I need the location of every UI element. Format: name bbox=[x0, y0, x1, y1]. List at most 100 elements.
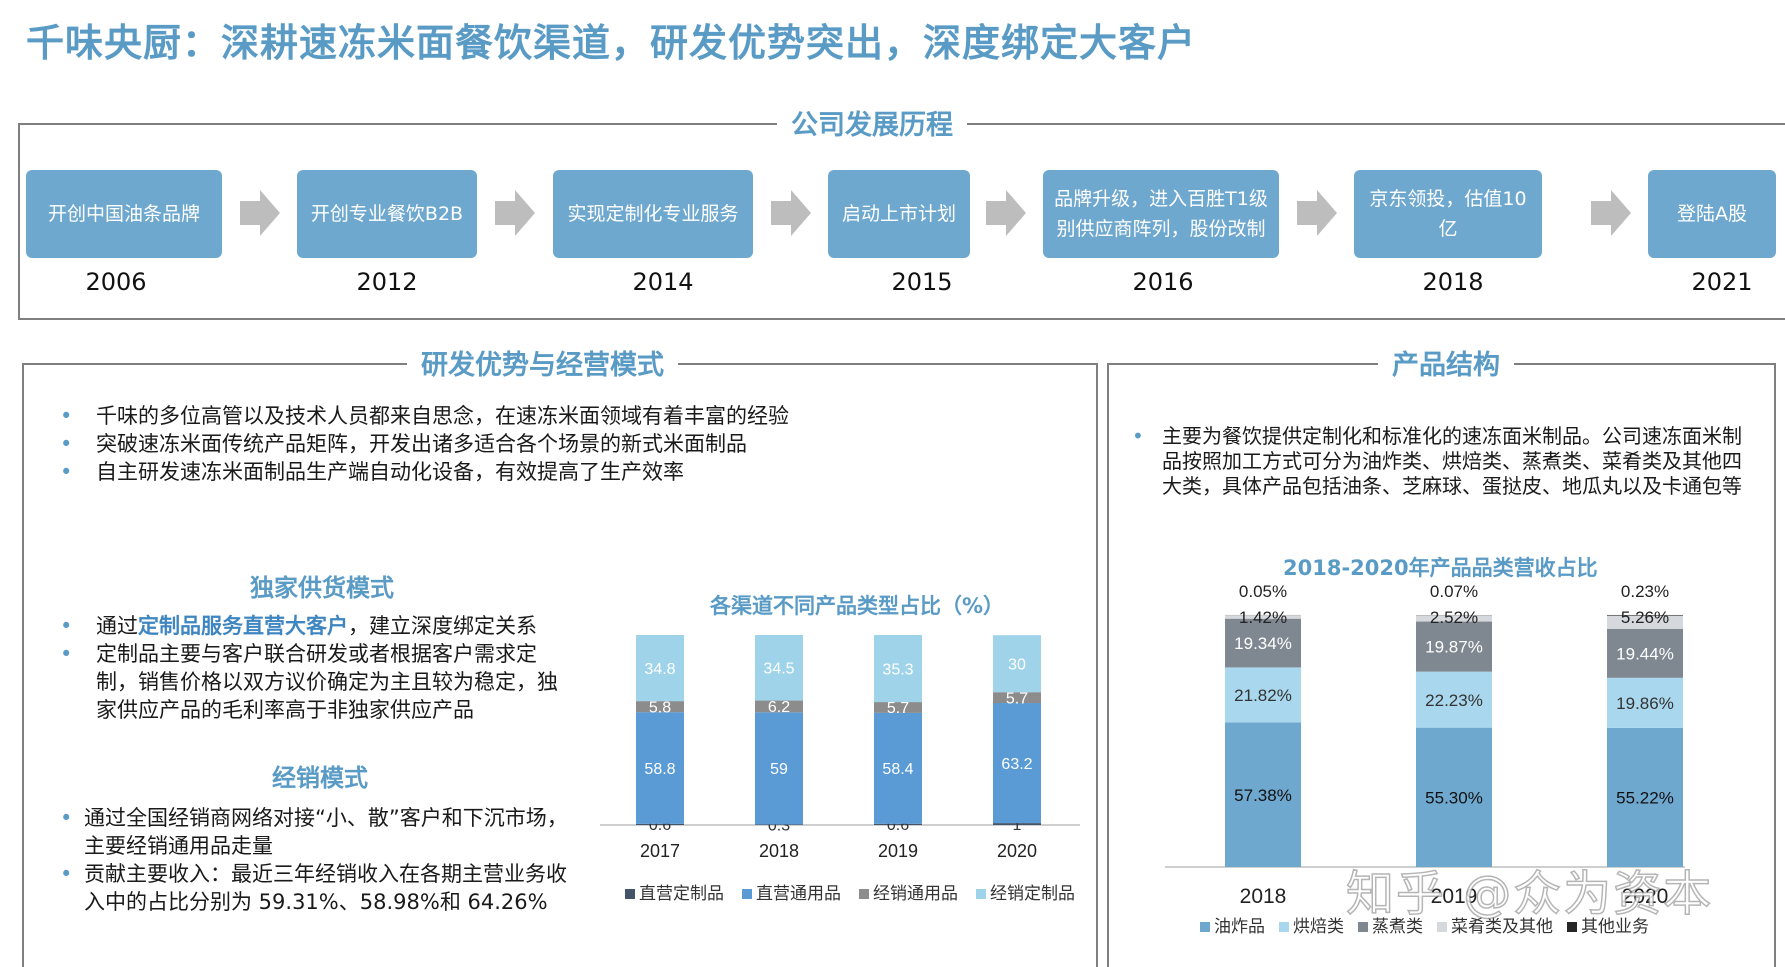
bar-segment bbox=[636, 712, 684, 824]
data-label: 19.44% bbox=[1616, 644, 1674, 663]
bar-segment bbox=[1607, 727, 1683, 867]
data-label: 22.23% bbox=[1425, 691, 1483, 710]
legend-label: 蒸煮类 bbox=[1372, 917, 1423, 937]
legend-label: 烘焙类 bbox=[1293, 917, 1344, 937]
legend-label: 经销通用品 bbox=[873, 884, 958, 904]
arrow-right-icon bbox=[1297, 190, 1337, 236]
bar-segment bbox=[1225, 615, 1301, 619]
legend-item: 经销通用品 bbox=[859, 879, 958, 904]
arrow-right-icon bbox=[240, 190, 280, 236]
data-label: 21.82% bbox=[1234, 686, 1292, 705]
bar-segment bbox=[1607, 614, 1683, 616]
category-chart: 57.38% 21.82% 19.34% 1.42% 0.05% 2018 55.30% 22… bbox=[1165, 582, 1685, 908]
bar-segment bbox=[874, 635, 922, 703]
timeline-box-2018: 京东领投，估值10亿 bbox=[1354, 170, 1542, 258]
bar-segment bbox=[993, 823, 1041, 825]
category-chart-legend: 油炸品 烘焙类 蒸煮类 菜肴类及其他 其他业务 bbox=[1200, 912, 1649, 937]
legend-item: 其他业务 bbox=[1567, 912, 1649, 937]
distribution-heading: 经销模式 bbox=[272, 764, 368, 792]
watermark: 知乎 @众为资本 bbox=[1345, 865, 1714, 923]
bar-segment bbox=[755, 712, 803, 825]
bar-segment bbox=[1416, 727, 1492, 867]
timeline-box-2012: 开创专业餐饮B2B bbox=[297, 170, 477, 258]
data-label: 19.34% bbox=[1234, 634, 1292, 653]
bar-segment bbox=[1416, 621, 1492, 672]
data-label: 1 bbox=[1013, 817, 1022, 834]
data-label: 30 bbox=[1008, 656, 1026, 673]
bar-segment bbox=[636, 823, 684, 825]
bar-segment bbox=[1607, 677, 1683, 728]
legend-item: 直营定制品 bbox=[625, 879, 724, 904]
bar-segment bbox=[1416, 615, 1492, 622]
bar-segment bbox=[874, 712, 922, 824]
legend-swatch bbox=[625, 889, 635, 899]
arrow-right-icon bbox=[495, 190, 535, 236]
data-label: 55.22% bbox=[1616, 789, 1674, 808]
data-label: 5.7 bbox=[887, 700, 909, 717]
bar-segment bbox=[1607, 628, 1683, 678]
channel-chart-legend: 直营定制品 直营通用品 经销通用品 经销定制品 bbox=[625, 879, 1075, 904]
timeline-year-2015: 2015 bbox=[891, 268, 953, 296]
channel-chart: 0.658.85.834.820170.3596.234.520180.658.… bbox=[600, 635, 1080, 861]
arrow-right-icon bbox=[986, 190, 1026, 236]
legend-item: 油炸品 bbox=[1200, 912, 1265, 937]
page-title: 千味央厨：深耕速冻米面餐饮渠道，研发优势突出，深度绑定大客户 bbox=[26, 21, 1197, 65]
x-tick-label: 2017 bbox=[640, 841, 680, 861]
legend-label: 直营定制品 bbox=[639, 884, 724, 904]
x-tick-label: 2018 bbox=[759, 841, 799, 861]
timeline-box-2015: 启动上市计划 bbox=[828, 170, 970, 258]
list-item: • 定制品主要与客户联合研发或者根据客户需求定制，销售价格以双方议价确定为主且较为… bbox=[60, 642, 558, 722]
bar-segment bbox=[1416, 671, 1492, 728]
data-label: 0.23% bbox=[1621, 582, 1669, 601]
data-label: 35.3 bbox=[882, 661, 913, 678]
legend-swatch bbox=[1567, 922, 1577, 932]
list-item: • 贡献主要收入：最近三年经销收入在各期主营业务收入中的占比分别为 59.31%、… bbox=[60, 862, 567, 914]
rd-bullets: • 千味的多位高管以及技术人员都来自思念，在速冻米面领域有着丰富的经验 • 突破速冻… bbox=[52, 402, 1072, 486]
x-tick-label: 2020 bbox=[1622, 885, 1669, 908]
legend-swatch bbox=[976, 889, 986, 899]
bar-segment bbox=[874, 702, 922, 713]
timeline-year-2006: 2006 bbox=[85, 268, 147, 296]
arrow-right-icon bbox=[1591, 190, 1631, 236]
legend-swatch bbox=[1279, 922, 1289, 932]
bar-segment bbox=[755, 635, 803, 701]
legend-swatch bbox=[1358, 922, 1368, 932]
data-label: 0.07% bbox=[1430, 582, 1478, 601]
legend-swatch bbox=[1437, 922, 1447, 932]
data-label: 34.8 bbox=[644, 661, 675, 678]
data-label: 63.2 bbox=[1001, 756, 1032, 773]
list-item: • 主要为餐饮提供定制化和标准化的速冻面米制品。公司速冻面米制品按照加工方式可分为… bbox=[1132, 424, 1742, 498]
channel-chart-title: 各渠道不同产品类型占比（%） bbox=[710, 594, 1005, 618]
bar-segment bbox=[1225, 722, 1301, 867]
data-label: 19.86% bbox=[1616, 694, 1674, 713]
timeline-year-2021: 2021 bbox=[1691, 268, 1753, 296]
list-item: • 自主研发速冻米面制品生产端自动化设备，有效提高了生产效率 bbox=[60, 460, 684, 484]
bar-segment bbox=[993, 692, 1041, 704]
bar-segment bbox=[1607, 615, 1683, 629]
exclusive-heading: 独家供货模式 bbox=[250, 574, 394, 602]
data-label: 2.52% bbox=[1430, 608, 1478, 627]
data-label: 1.42% bbox=[1239, 608, 1287, 627]
product-bullets: • 主要为餐饮提供定制化和标准化的速冻面米制品。公司速冻面米制品按照加工方式可分为… bbox=[1130, 424, 1756, 499]
bar-segment bbox=[636, 635, 684, 702]
legend-swatch bbox=[742, 889, 752, 899]
product-heading: 产品结构 bbox=[1378, 343, 1514, 382]
x-tick-label: 2020 bbox=[997, 841, 1037, 861]
data-label: 55.30% bbox=[1425, 788, 1483, 807]
data-label: 58.8 bbox=[644, 761, 675, 778]
data-label: 19.87% bbox=[1425, 638, 1483, 657]
bar-segment bbox=[993, 635, 1041, 693]
legend-label: 菜肴类及其他 bbox=[1451, 917, 1553, 937]
rd-heading: 研发优势与经营模式 bbox=[407, 343, 678, 382]
data-label: 5.7 bbox=[1006, 690, 1028, 707]
distribution-bullets: • 通过全国经销商网络对接“小、散”客户和下沉市场，主要经销通用品走量 • 贡献主要… bbox=[52, 804, 572, 916]
timeline-box-2021: 登陆A股 bbox=[1648, 170, 1776, 258]
list-item: • 突破速冻米面传统产品矩阵，开发出诸多适合各个场景的新式米面制品 bbox=[60, 432, 747, 456]
legend-label: 直营通用品 bbox=[756, 884, 841, 904]
data-label: 5.8 bbox=[649, 699, 671, 716]
x-tick-label: 2019 bbox=[878, 841, 918, 861]
data-label: 34.5 bbox=[763, 661, 794, 678]
legend-item: 烘焙类 bbox=[1279, 912, 1344, 937]
timeline-box-2014: 实现定制化专业服务 bbox=[553, 170, 753, 258]
legend-swatch bbox=[859, 889, 869, 899]
